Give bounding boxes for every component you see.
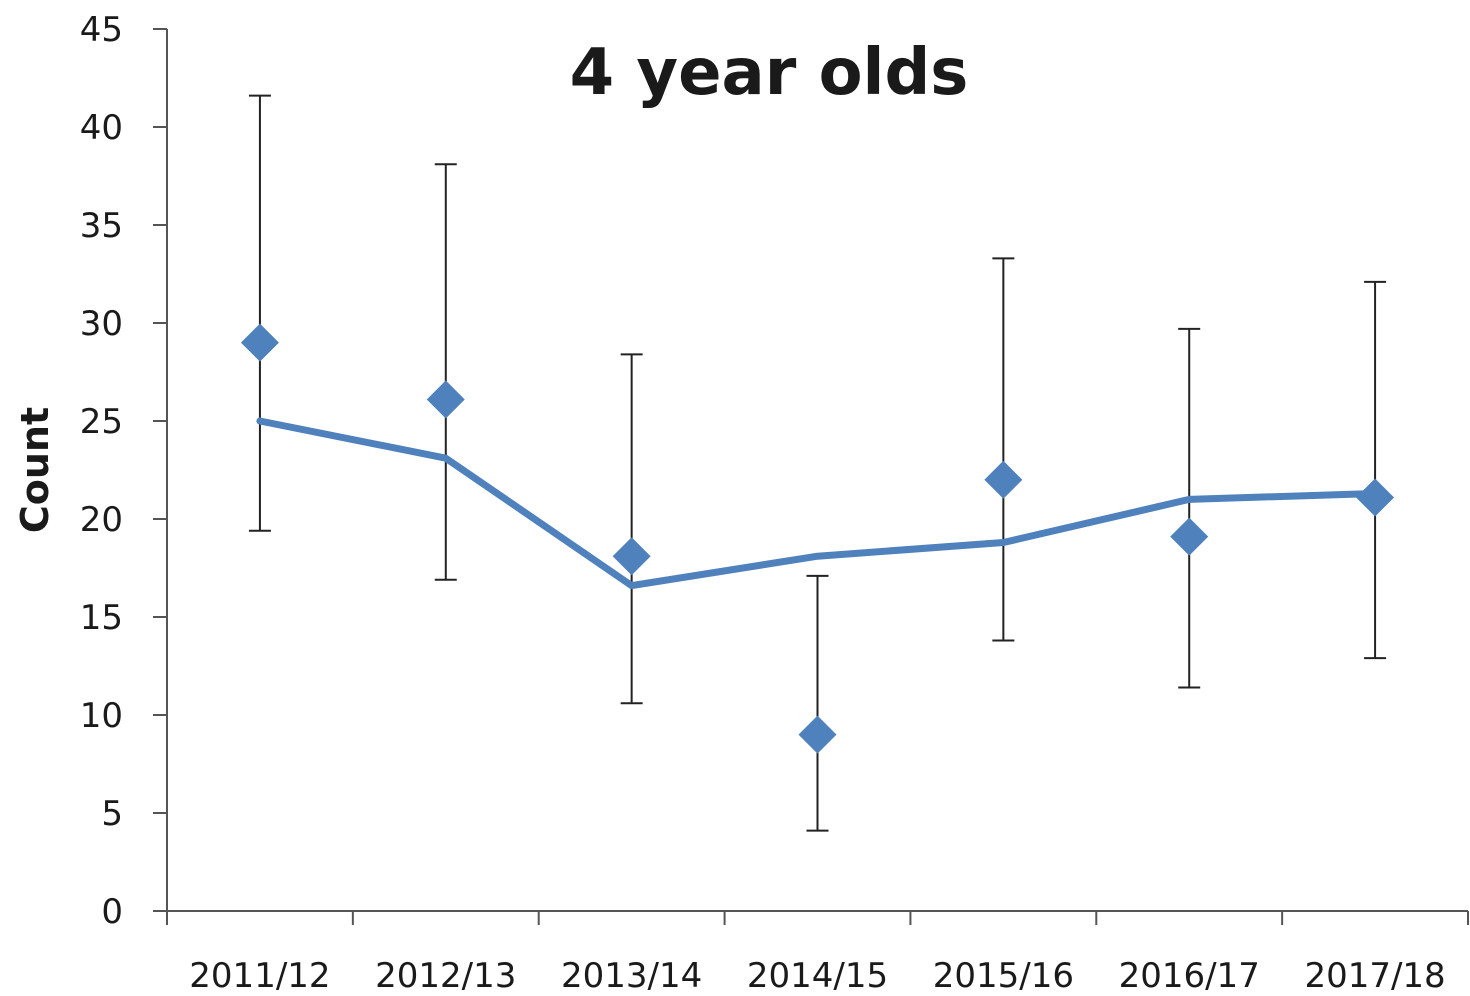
data-point-marker bbox=[240, 323, 279, 362]
x-tick-label: 2011/12 bbox=[189, 956, 330, 996]
data-point-marker bbox=[1356, 478, 1395, 517]
error-bar bbox=[806, 574, 829, 832]
x-tick-label: 2016/17 bbox=[1119, 956, 1260, 996]
y-tick-label: 10 bbox=[80, 696, 123, 736]
axes bbox=[153, 28, 1469, 925]
data-point-marker bbox=[426, 380, 465, 419]
error-bar bbox=[1178, 327, 1201, 689]
y-tick-label: 45 bbox=[80, 10, 123, 50]
y-tick-label: 35 bbox=[80, 206, 123, 246]
y-tick-label: 15 bbox=[80, 598, 123, 638]
data-point-marker bbox=[984, 460, 1023, 499]
error-bar bbox=[1364, 280, 1387, 660]
x-tick-label: 2014/15 bbox=[747, 956, 888, 996]
y-tick-labels: 0 5 10 15 20 25 30 35 40 45 bbox=[80, 10, 123, 932]
error-bar bbox=[992, 257, 1015, 642]
y-tick-label: 30 bbox=[80, 304, 123, 344]
y-tick-label: 0 bbox=[101, 892, 123, 932]
trend-line bbox=[256, 417, 1379, 590]
trend-line-series bbox=[256, 417, 1379, 590]
marker-series bbox=[240, 323, 1395, 754]
data-point-marker bbox=[798, 715, 837, 754]
data-point-marker bbox=[612, 537, 651, 576]
chart-title: 4 year olds bbox=[570, 36, 969, 110]
x-tick-label: 2015/16 bbox=[933, 956, 1074, 996]
y-tick-label: 5 bbox=[101, 794, 123, 834]
error-bar bbox=[434, 163, 457, 581]
y-tick-label: 40 bbox=[80, 108, 123, 148]
error-bars bbox=[248, 94, 1387, 832]
y-tick-label: 20 bbox=[80, 500, 123, 540]
data-point-marker bbox=[1170, 517, 1209, 556]
x-tick-labels: 2011/12 2012/13 2013/14 2014/15 2015/16 2016/… bbox=[189, 956, 1445, 996]
error-bar bbox=[248, 94, 271, 532]
y-axis-label: Count bbox=[13, 407, 57, 533]
x-tick-label: 2017/18 bbox=[1304, 956, 1445, 996]
y-tick-label: 25 bbox=[80, 402, 123, 442]
error-bar bbox=[620, 353, 643, 705]
x-tick-label: 2013/14 bbox=[561, 956, 702, 996]
x-tick-label: 2012/13 bbox=[375, 956, 516, 996]
